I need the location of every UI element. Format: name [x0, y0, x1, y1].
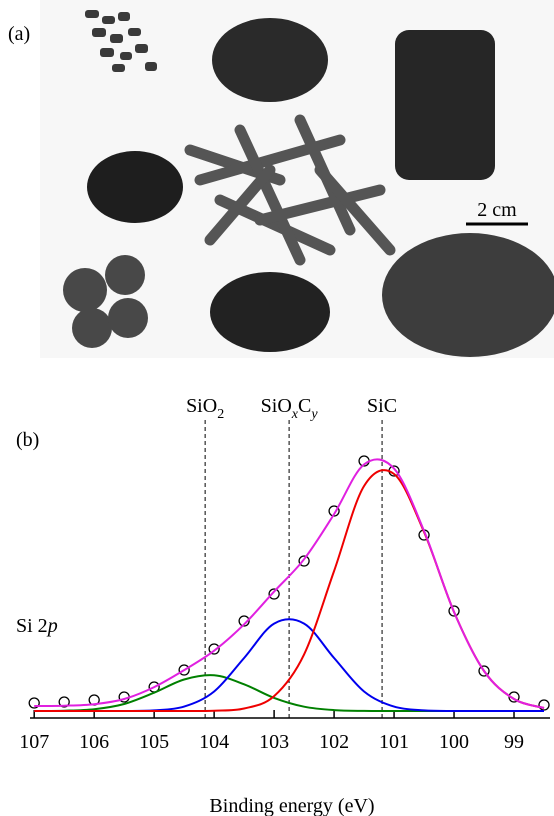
reference-label-part: SiO — [261, 395, 292, 417]
x-tick-label: 107 — [19, 731, 49, 753]
x-tick-label: 99 — [504, 731, 524, 753]
reference-label: SiOxCy — [261, 395, 319, 422]
reference-label-part: SiC — [367, 395, 397, 417]
x-axis-title: Binding energy (eV) — [209, 795, 374, 816]
reference-label-part: 2 — [217, 407, 224, 422]
scale-bar-label: 2 cm — [477, 199, 517, 221]
peak-label-part: Si 2 — [16, 615, 48, 637]
peak-label-part: p — [46, 615, 58, 637]
x-tick-label: 104 — [199, 731, 229, 753]
photo: 2 cm (a) — [8, 0, 554, 358]
data-point — [539, 700, 549, 710]
x-tick-label: 106 — [79, 731, 109, 753]
granules — [212, 18, 328, 102]
x-tick-label: 103 — [259, 731, 289, 753]
granules — [210, 272, 330, 352]
reference-label-part: SiO — [186, 395, 217, 417]
x-tick-label: 105 — [139, 731, 169, 753]
x-tick-label: 100 — [439, 731, 469, 753]
figure: 2 cm (a) (b) Binding energy (eV) 107 106 1… — [0, 0, 554, 816]
reference-label: SiC — [367, 395, 397, 417]
x-tick-label: 101 — [379, 731, 409, 753]
panel-label: (b) — [16, 429, 39, 451]
panel-label: (a) — [8, 23, 30, 45]
reference-label-part: y — [309, 407, 318, 422]
reference-label-part: C — [298, 395, 311, 417]
x-tick-label: 102 — [319, 731, 349, 753]
foam-cylinder — [395, 30, 495, 180]
reference-label: SiO2 — [186, 395, 224, 422]
peak-label: Si 2p — [16, 615, 58, 637]
foam-disk — [382, 233, 554, 357]
powder — [87, 151, 183, 223]
